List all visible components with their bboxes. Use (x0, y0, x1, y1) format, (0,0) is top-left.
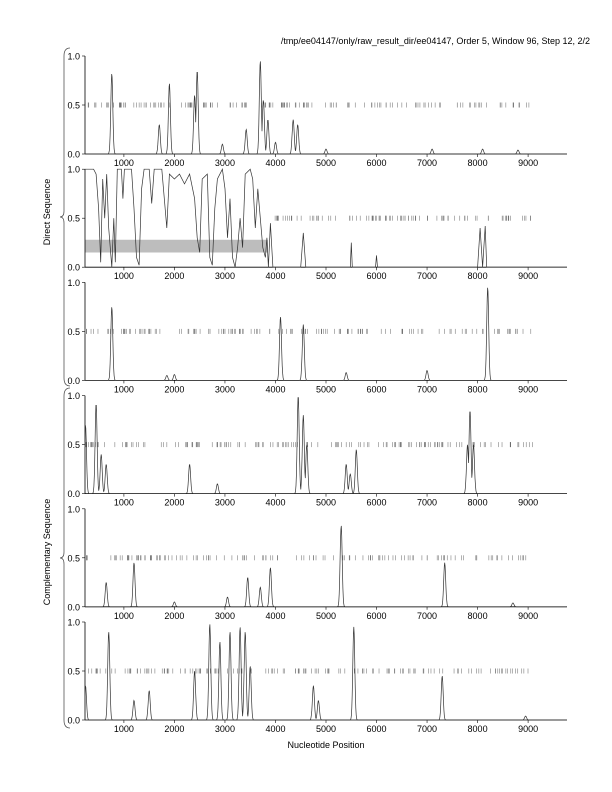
x-tick-label: 3000 (215, 158, 235, 168)
x-tick-label: 8000 (468, 611, 488, 621)
x-tick-label: 4000 (265, 158, 285, 168)
y-tick-label: 0.5 (67, 327, 80, 337)
x-tick-label: 1000 (114, 271, 134, 281)
x-tick-label: 8000 (468, 724, 488, 734)
panel-direct-frame-2: 0.0 0.5 1.0 1000 2000 3000 4000 5000 6000 7000 800… (67, 165, 567, 281)
x-tick-label: 1000 (114, 158, 134, 168)
coding-potential-line (85, 61, 567, 155)
x-tick-label: 2000 (164, 158, 184, 168)
x-tick-label: 7000 (417, 498, 437, 508)
x-tick-label: 2000 (164, 384, 184, 394)
x-tick-label: 6000 (367, 724, 387, 734)
x-tick-label: 7000 (417, 724, 437, 734)
x-tick-label: 2000 (164, 724, 184, 734)
panel-complementary-frame-1: 0.0 0.5 1.0 1000 2000 3000 4000 5000 6000 7000 800… (67, 391, 567, 508)
x-tick-label: 3000 (215, 384, 235, 394)
x-tick-label: 4000 (265, 498, 285, 508)
x-tick-label: 3000 (215, 498, 235, 508)
x-tick-label: 4000 (265, 384, 285, 394)
x-tick-label: 6000 (367, 384, 387, 394)
x-tick-label: 7000 (417, 384, 437, 394)
x-tick-label: 2000 (164, 271, 184, 281)
x-tick-label: 1000 (114, 498, 134, 508)
x-tick-label: 4000 (265, 611, 285, 621)
y-tick-label: 1.0 (67, 165, 80, 175)
x-tick-label: 1000 (114, 611, 134, 621)
x-tick-label: 7000 (417, 611, 437, 621)
y-tick-label: 1.0 (67, 504, 80, 514)
coding-potential-line (85, 168, 567, 268)
x-tick-label: 4000 (265, 271, 285, 281)
y-tick-label: 1.0 (67, 278, 80, 288)
x-tick-label: 7000 (417, 158, 437, 168)
x-axis-label: Nucleotide Position (287, 740, 364, 750)
x-tick-label: 5000 (316, 384, 336, 394)
coding-potential-line (84, 624, 567, 721)
x-tick-label: 5000 (316, 271, 336, 281)
x-tick-label: 6000 (367, 271, 387, 281)
y-tick-label: 0.0 (67, 263, 80, 273)
x-tick-label: 9000 (518, 271, 538, 281)
group-label-complementary: Complementary Sequence (42, 499, 52, 606)
coding-potential-line (85, 287, 567, 381)
x-tick-label: 7000 (417, 271, 437, 281)
x-tick-label: 6000 (367, 498, 387, 508)
x-tick-label: 9000 (518, 724, 538, 734)
brace-complementary (59, 387, 71, 729)
x-tick-label: 6000 (367, 611, 387, 621)
y-tick-label: 0.5 (67, 101, 80, 111)
x-tick-label: 3000 (215, 724, 235, 734)
panel-direct-frame-1: 0.0 0.5 1.0 1000 2000 3000 4000 5000 6000 7000 800… (67, 52, 567, 168)
x-tick-label: 8000 (468, 271, 488, 281)
x-tick-label: 8000 (468, 498, 488, 508)
x-tick-label: 5000 (316, 498, 336, 508)
y-tick-label: 0.5 (67, 214, 80, 224)
x-tick-label: 8000 (468, 384, 488, 394)
x-tick-label: 4000 (265, 724, 285, 734)
x-tick-label: 2000 (164, 611, 184, 621)
x-tick-label: 8000 (468, 158, 488, 168)
coding-potential-line (85, 525, 567, 608)
chart-title: /tmp/ee04147/only/raw_result_dir/ee04147… (281, 36, 590, 46)
orf-highlight-bar (85, 239, 268, 253)
x-tick-label: 5000 (316, 158, 336, 168)
x-tick-label: 9000 (518, 611, 538, 621)
group-label-direct: Direct Sequence (42, 179, 52, 246)
y-tick-label: 0.0 (67, 489, 80, 499)
x-tick-label: 3000 (215, 271, 235, 281)
y-tick-label: 1.0 (67, 391, 80, 401)
panel-complementary-frame-2: 0.0 0.5 1.0 1000 2000 3000 4000 5000 6000 7000 800… (67, 504, 567, 621)
y-tick-label: 0.0 (67, 150, 80, 160)
x-tick-label: 1000 (114, 384, 134, 394)
y-tick-label: 1.0 (67, 52, 80, 62)
y-tick-label: 0.0 (67, 602, 80, 612)
x-tick-label: 9000 (518, 498, 538, 508)
y-tick-label: 0.5 (67, 553, 80, 563)
x-tick-label: 1000 (114, 724, 134, 734)
x-tick-label: 2000 (164, 498, 184, 508)
x-tick-label: 9000 (518, 384, 538, 394)
y-tick-label: 0.0 (67, 376, 80, 386)
y-tick-label: 1.0 (67, 618, 80, 628)
x-tick-label: 9000 (518, 158, 538, 168)
x-tick-label: 5000 (316, 724, 336, 734)
panel-complementary-frame-3: 0.0 0.5 1.0 1000 2000 3000 4000 5000 6000 7000 800… (67, 618, 567, 734)
brace-direct (59, 47, 71, 387)
coding-potential-line (84, 397, 567, 494)
x-tick-label: 6000 (367, 158, 387, 168)
panel-direct-frame-3: 0.0 0.5 1.0 1000 2000 3000 4000 5000 6000 7000 800… (67, 278, 567, 394)
x-tick-label: 3000 (215, 611, 235, 621)
x-tick-label: 5000 (316, 611, 336, 621)
y-tick-label: 0.5 (67, 440, 80, 450)
y-tick-label: 0.5 (67, 667, 80, 677)
y-tick-label: 0.0 (67, 716, 80, 726)
